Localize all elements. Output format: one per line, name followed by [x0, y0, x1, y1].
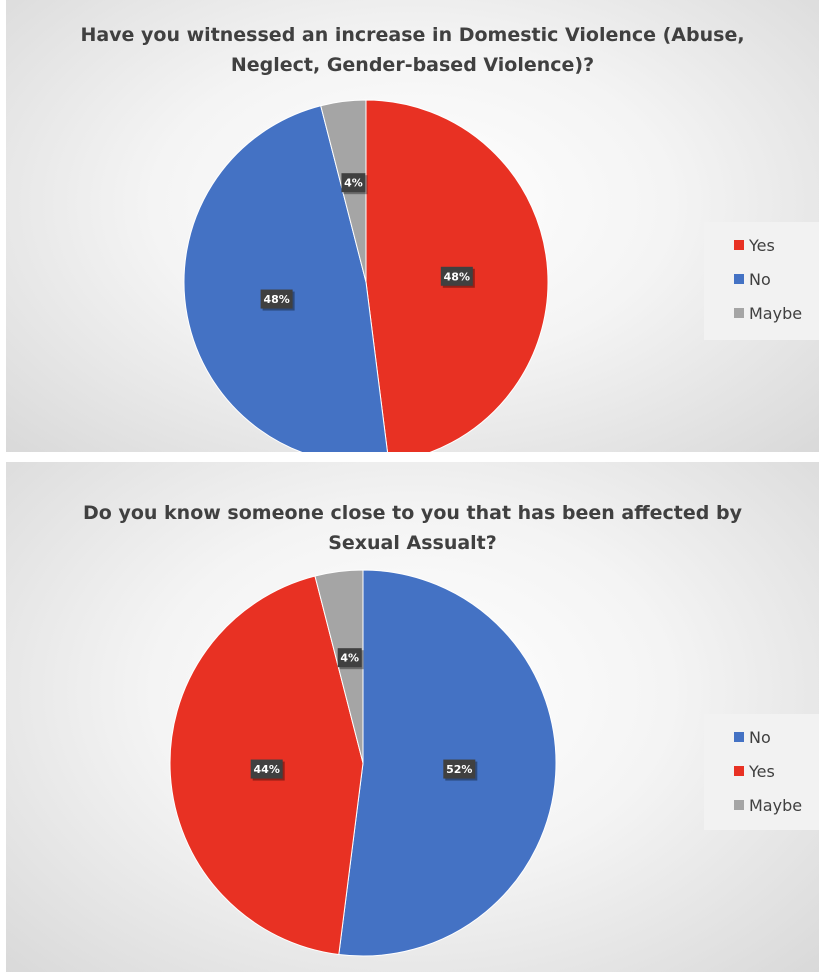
data-label-text: 52% — [446, 763, 472, 776]
chart-panel-domestic-violence: Have you witnessed an increase in Domest… — [6, 0, 819, 452]
chart-title: Do you know someone close to you that ha… — [83, 502, 742, 554]
data-label-no: 52% — [443, 759, 478, 781]
pie-slice-no — [183, 105, 388, 452]
chart-title: Have you witnessed an increase in Domest… — [80, 24, 745, 76]
legend-swatch — [734, 732, 744, 742]
legend-item-yes: Yes — [734, 228, 819, 262]
data-label-maybe: 4% — [341, 173, 368, 195]
legend-item-maybe: Maybe — [734, 296, 819, 330]
chart-panel-sexual-assault: Do you know someone close to you that ha… — [6, 462, 819, 972]
legend: No Yes Maybe — [704, 714, 819, 830]
data-label-text: 48% — [444, 270, 470, 283]
data-label-yes: 48% — [440, 266, 475, 288]
legend-item-no: No — [734, 262, 819, 296]
legend-label: Maybe — [749, 303, 803, 323]
legend-label: Maybe — [749, 795, 803, 815]
legend-swatch — [734, 240, 744, 250]
legend-swatch — [734, 766, 744, 776]
legend-label: Yes — [749, 235, 775, 255]
legend-label: No — [749, 269, 771, 289]
legend-label: Yes — [749, 761, 775, 781]
legend-swatch — [734, 308, 744, 318]
data-label-yes: 44% — [250, 759, 285, 781]
legend: Yes No Maybe — [704, 222, 819, 340]
legend-item-yes: Yes — [734, 754, 819, 788]
data-label-text: 48% — [263, 293, 289, 306]
data-label-no: 48% — [260, 289, 295, 311]
legend-label: No — [749, 727, 771, 747]
legend-swatch — [734, 274, 744, 284]
data-label-text: 4% — [344, 177, 363, 190]
data-label-text: 44% — [254, 763, 280, 776]
legend-item-no: No — [734, 720, 819, 754]
pie-chart: 48% 48% 4% — [183, 99, 549, 452]
data-label-text: 4% — [340, 652, 359, 665]
pie-chart: 52% 44% 4% — [169, 569, 557, 957]
data-label-maybe: 4% — [337, 648, 364, 670]
legend-item-maybe: Maybe — [734, 788, 819, 822]
legend-swatch — [734, 800, 744, 810]
